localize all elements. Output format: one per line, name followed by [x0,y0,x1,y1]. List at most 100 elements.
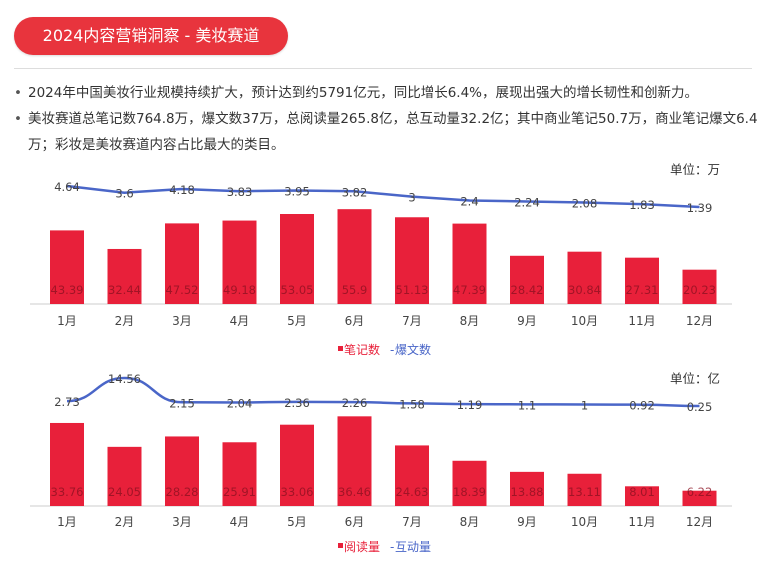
bar-value-label: 33.76 [51,485,84,499]
bar [337,209,372,304]
x-tick-label: 10月 [571,314,598,328]
bar-value-label: 25.91 [223,485,256,499]
x-tick-label: 2月 [115,314,135,328]
legend-bar-swatch [338,543,343,548]
bar-value-label: 13.88 [511,485,544,499]
notes-chart: 单位：万 43.39 32.44 47.52 49.18 53.05 55.9 51.13 47… [30,162,732,357]
bar-value-label: 18.39 [453,485,486,499]
bar-value-label: 33.06 [281,485,314,499]
bar [452,460,487,506]
bar [625,257,659,304]
bar-value-label: 30.84 [568,283,601,297]
x-tick-label: 3月 [172,515,192,529]
bar-value-label: 47.39 [453,283,486,297]
bar-value-label: 43.39 [51,283,84,297]
bar-value-label: 28.42 [511,283,544,297]
bar [625,486,659,506]
bar-value-label: 47.52 [166,283,199,297]
x-tick-label: 8月 [460,314,480,328]
line-value-label: 2.24 [514,196,540,210]
line-value-label: 3.6 [115,187,133,201]
x-tick-label: 2月 [115,515,135,529]
legend-bar-label: 笔记数 [344,342,380,357]
bar [682,490,717,506]
bar [280,214,314,304]
legend-line-dash: - [390,540,394,554]
legend-line-label: 互动量 [395,540,431,554]
line-value-label: 0.25 [687,400,713,414]
line-series [66,184,700,209]
line-value-label: 3.82 [342,185,368,199]
unit-label: 单位：万 [670,162,720,177]
line-series [66,376,700,408]
x-tick-label: 12月 [686,314,713,328]
bar [510,255,544,304]
page-title: 2024内容营销洞察 - 美妆赛道 [14,17,288,55]
line-value-label: 0.92 [629,399,655,413]
x-tick-label: 12月 [686,515,713,529]
line-value-label: 2.73 [54,395,80,409]
bar [107,446,142,506]
x-tick-label: 4月 [230,314,250,328]
bar [567,251,602,304]
bar-value-label: 55.9 [342,283,368,297]
line-value-label: 4.18 [169,183,195,197]
bar [395,217,429,304]
reads-chart: 单位：亿 33.76 24.05 28.28 25.91 33.06 36.46 24.63 1… [30,371,732,554]
x-tick-label: 1月 [57,314,77,328]
line-value-label: 2.36 [284,396,310,410]
line-value-label: 2.26 [342,396,368,410]
title-divider [14,68,752,69]
x-tick-label: 6月 [345,314,365,328]
bar [510,471,544,506]
line-value-label: 3 [408,191,415,205]
bar [280,424,314,506]
x-tick-label: 8月 [460,515,480,529]
bar [165,223,199,304]
line-value-label: 1.58 [399,397,425,411]
bar [107,248,142,304]
x-tick-label: 5月 [287,314,307,328]
bar [337,416,372,506]
summary-bullet-1: 2024年中国美妆行业规模持续扩大，预计达到约5791亿元，同比增长6.4%，展… [14,80,759,106]
bar-value-label: 51.13 [396,283,429,297]
bar-value-label: 49.18 [223,283,256,297]
bar [395,445,429,506]
bar [222,442,257,506]
x-tick-label: 9月 [517,314,537,328]
legend-bar-label: 阅读量 [344,540,380,554]
bar [50,422,84,506]
line-value-label: 1.83 [629,198,655,212]
line-value-label: 2.15 [169,396,195,410]
line-value-label: 1.1 [518,398,536,412]
bar [165,436,199,506]
bar-value-label: 24.63 [396,485,429,499]
legend-line-label: 爆文数 [395,342,431,357]
line-value-label: 2.04 [227,396,253,410]
bar-value-label: 32.44 [108,283,141,297]
line-value-label: 1.19 [457,398,483,412]
summary-bullets: 2024年中国美妆行业规模持续扩大，预计达到约5791亿元，同比增长6.4%，展… [14,80,759,158]
bar-value-label: 36.46 [338,485,371,499]
line-value-label: 3.83 [227,185,253,199]
x-tick-label: 7月 [402,314,422,328]
summary-bullet-2: 美妆赛道总笔记数764.8万，爆文数37万，总阅读量265.8亿，总互动量32.… [14,106,759,158]
line-value-label: 3.95 [284,184,310,198]
x-tick-label: 11月 [628,314,655,328]
x-tick-label: 9月 [517,515,537,529]
bar-value-label: 6.22 [687,485,713,499]
bar-value-label: 53.05 [281,283,314,297]
line-value-label: 1.39 [687,201,713,215]
line-value-label: 2.08 [572,197,598,211]
x-tick-label: 1月 [57,515,77,529]
bar-value-label: 27.31 [626,283,659,297]
x-tick-label: 6月 [345,515,365,529]
legend: 阅读量 - 互动量 [338,540,431,554]
legend: 笔记数 - 爆文数 [338,342,431,357]
x-tick-label: 3月 [172,314,192,328]
line-value-label: 14.56 [108,372,141,386]
x-tick-label: 7月 [402,515,422,529]
bar-value-label: 24.05 [108,485,141,499]
bar [682,269,717,304]
bar-value-label: 13.11 [568,485,601,499]
